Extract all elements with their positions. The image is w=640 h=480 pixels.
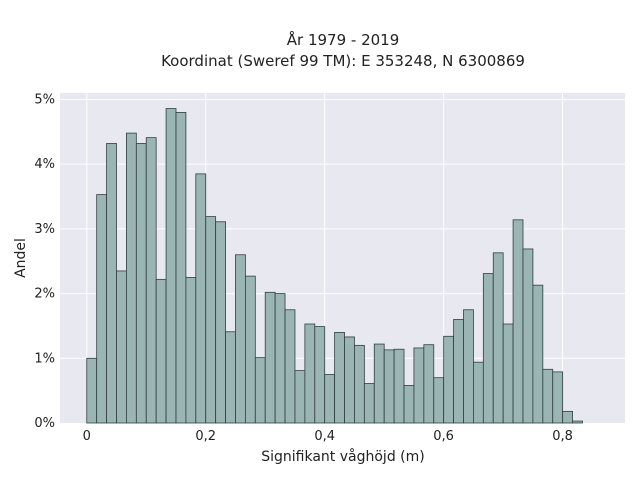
chart-title-line1: År 1979 - 2019 <box>287 30 400 49</box>
histogram-bar <box>254 357 266 424</box>
x-tick-label: 0 <box>83 429 91 444</box>
histogram-bar <box>135 143 147 424</box>
histogram-bar <box>433 377 445 424</box>
histogram-bar <box>383 349 395 424</box>
histogram-bar <box>116 270 127 424</box>
histogram-bar <box>344 336 355 424</box>
histogram-bar <box>522 248 534 424</box>
histogram-bar <box>463 309 474 424</box>
histogram-bar <box>205 216 217 424</box>
histogram-bar <box>96 194 107 424</box>
histogram-bar <box>274 293 286 424</box>
histogram-bar <box>373 343 385 424</box>
y-tick-label: 3% <box>34 222 55 237</box>
x-tick-label: 0,4 <box>314 429 335 444</box>
x-tick-label: 0,2 <box>195 429 216 444</box>
y-tick-label: 1% <box>34 351 55 366</box>
histogram-bar <box>314 326 326 424</box>
x-axis-label: Signifikant våghöjd (m) <box>261 448 424 465</box>
y-tick-label: 5% <box>34 92 55 107</box>
histogram-bar <box>145 137 157 424</box>
histogram-bar <box>324 374 336 424</box>
histogram-bar <box>294 370 306 424</box>
histogram-bar <box>552 371 564 424</box>
histogram-bar <box>423 344 435 424</box>
y-tick-label: 2% <box>34 287 55 302</box>
histogram-bar <box>284 309 296 424</box>
histogram-bar <box>492 252 504 424</box>
histogram-bar <box>542 368 554 424</box>
histogram-bar <box>572 420 583 424</box>
histogram-bar <box>443 335 454 424</box>
histogram-bar <box>86 357 98 424</box>
histogram-bar <box>354 344 365 424</box>
histogram-bar <box>244 275 256 424</box>
histogram-bar <box>363 383 375 424</box>
histogram-bar <box>165 108 177 424</box>
y-axis-label: Andel <box>13 238 29 278</box>
histogram-bar <box>482 273 494 424</box>
histogram-bar <box>473 361 484 424</box>
histogram-bar <box>413 347 425 424</box>
histogram-bar <box>453 319 464 424</box>
histogram-bar <box>195 173 207 424</box>
bars-group <box>86 108 583 424</box>
histogram-bar <box>185 277 197 424</box>
histogram-bar <box>502 323 514 424</box>
histogram-bar <box>532 284 544 424</box>
histogram-bar <box>562 410 573 424</box>
x-tick-label: 0,6 <box>433 429 454 444</box>
chart-title-line2: Koordinat (Sweref 99 TM): E 353248, N 63… <box>161 52 525 70</box>
histogram-bar <box>126 132 137 424</box>
histogram-bar <box>225 331 236 424</box>
x-tick-label: 0,8 <box>552 429 573 444</box>
histogram-bar <box>215 221 226 424</box>
y-axis-ticks: 0% 1% 2% 3% 4% 5% <box>34 92 55 431</box>
histogram-bar <box>304 323 316 424</box>
histogram-bar <box>334 332 345 424</box>
y-tick-label: 0% <box>34 416 55 431</box>
histogram-bar <box>175 112 187 424</box>
histogram-bar <box>106 143 117 424</box>
x-axis-ticks: 0 0,2 0,4 0,6 0,8 <box>83 429 573 444</box>
histogram-bar <box>512 219 524 424</box>
histogram-bar <box>393 348 405 424</box>
y-tick-label: 4% <box>34 157 55 172</box>
histogram-bar <box>235 254 246 424</box>
histogram-bar <box>155 278 167 424</box>
histogram-bar <box>403 385 415 424</box>
histogram-bar <box>264 291 276 424</box>
